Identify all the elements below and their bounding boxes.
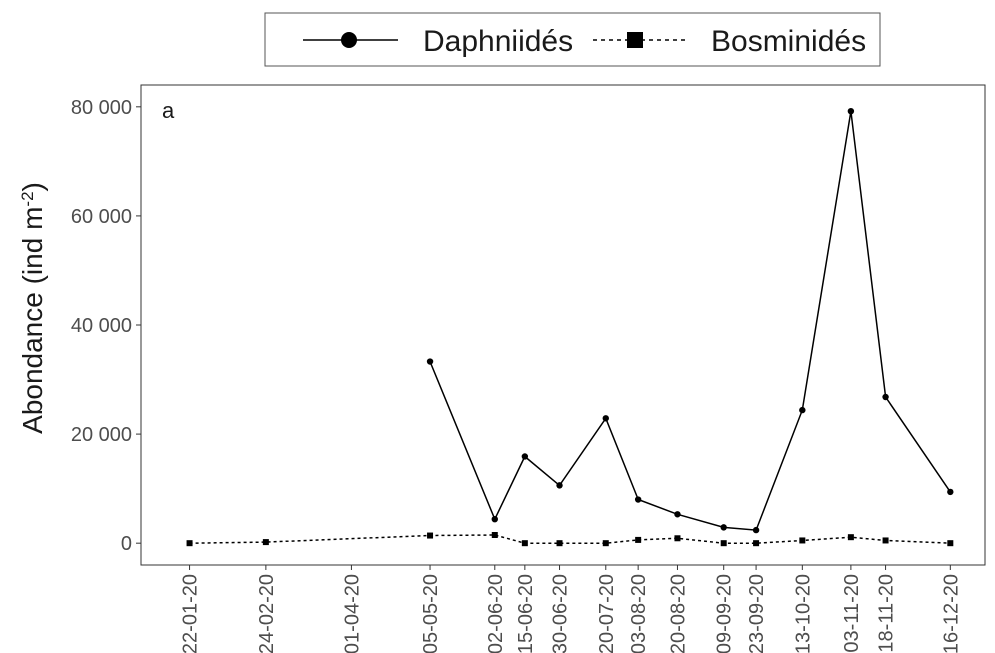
x-tick-label: 23-09-20: [746, 574, 768, 653]
legend-label-bosminides: Bosminidés: [711, 25, 866, 58]
data-point-bosminides: [262, 539, 269, 546]
y-tick-label: 40 000: [71, 315, 132, 337]
data-point-daphniides: [491, 515, 498, 523]
data-point-bosminides: [186, 540, 193, 547]
x-tick-label: 03-08-20: [628, 574, 650, 653]
data-point-daphniides: [799, 406, 806, 414]
legend-marker-circle: [341, 32, 357, 48]
x-tick-label: 22-01-20: [180, 574, 202, 653]
y-axis-title-superscript: -2: [18, 191, 37, 206]
data-point-daphniides: [602, 415, 609, 422]
y-tick-label: 60 000: [71, 206, 132, 228]
y-axis-title: Abondance (ind m-2): [17, 182, 48, 434]
data-point-daphniides: [847, 107, 855, 115]
plot-panel: [140, 84, 986, 566]
data-point-bosminides: [491, 532, 498, 538]
data-point-daphniides: [521, 453, 529, 460]
data-point-daphniides: [882, 393, 889, 401]
data-point-bosminides: [847, 534, 854, 541]
data-point-daphniides: [634, 496, 642, 503]
y-tick-label: 80 000: [71, 97, 132, 119]
data-point-bosminides: [602, 540, 609, 547]
x-axis: 22-01-20 24-02-20 01-04-20 05-05-20 02-06-20…: [180, 565, 962, 653]
legend: Daphniidés Bosminidés: [264, 12, 881, 67]
x-tick-label: 20-08-20: [667, 574, 689, 653]
data-point-bosminides: [753, 540, 760, 547]
x-tick-label: 20-07-20: [596, 574, 618, 653]
data-point-daphniides: [556, 482, 563, 489]
x-tick-label: 01-04-20: [341, 574, 363, 653]
data-point-bosminides: [674, 535, 681, 542]
x-tick-label: 09-09-20: [714, 574, 736, 653]
data-point-bosminides: [427, 532, 434, 539]
data-point-daphniides: [752, 526, 760, 534]
x-tick-label: 03-11-20: [841, 574, 863, 653]
legend-label-daphniides: Daphniidés: [423, 25, 573, 58]
data-point-daphniides: [674, 511, 681, 518]
y-tick-label: 20 000: [71, 424, 132, 446]
y-axis-title-main: Abondance (ind m: [17, 207, 48, 434]
data-point-bosminides: [635, 536, 642, 543]
legend-marker-square: [627, 32, 643, 48]
series-layer: [186, 107, 954, 547]
data-point-daphniides: [947, 488, 954, 496]
data-point-bosminides: [521, 540, 528, 547]
data-point-bosminides: [556, 540, 563, 547]
data-point-bosminides: [799, 537, 806, 544]
x-tick-label: 16-12-20: [940, 574, 962, 653]
y-axis-title-close: ): [17, 182, 48, 191]
x-tick-label: 02-06-20: [485, 574, 507, 653]
x-tick-label: 15-06-20: [515, 574, 537, 653]
x-tick-label: 30-06-20: [550, 574, 572, 653]
x-tick-label: 05-05-20: [420, 574, 442, 653]
data-point-daphniides: [720, 524, 727, 531]
data-point-daphniides: [426, 358, 434, 365]
y-axis: 0 20 000 40 000 60 000 80 000: [71, 97, 141, 555]
x-tick-label: 18-11-20: [876, 574, 898, 653]
x-tick-label: 24-02-20: [256, 574, 278, 653]
data-point-bosminides: [882, 537, 889, 544]
data-point-bosminides: [720, 540, 727, 547]
x-tick-label: 13-10-20: [792, 574, 814, 653]
panel-label: a: [162, 98, 175, 123]
y-tick-label: 0: [121, 533, 132, 555]
data-point-bosminides: [947, 540, 954, 547]
